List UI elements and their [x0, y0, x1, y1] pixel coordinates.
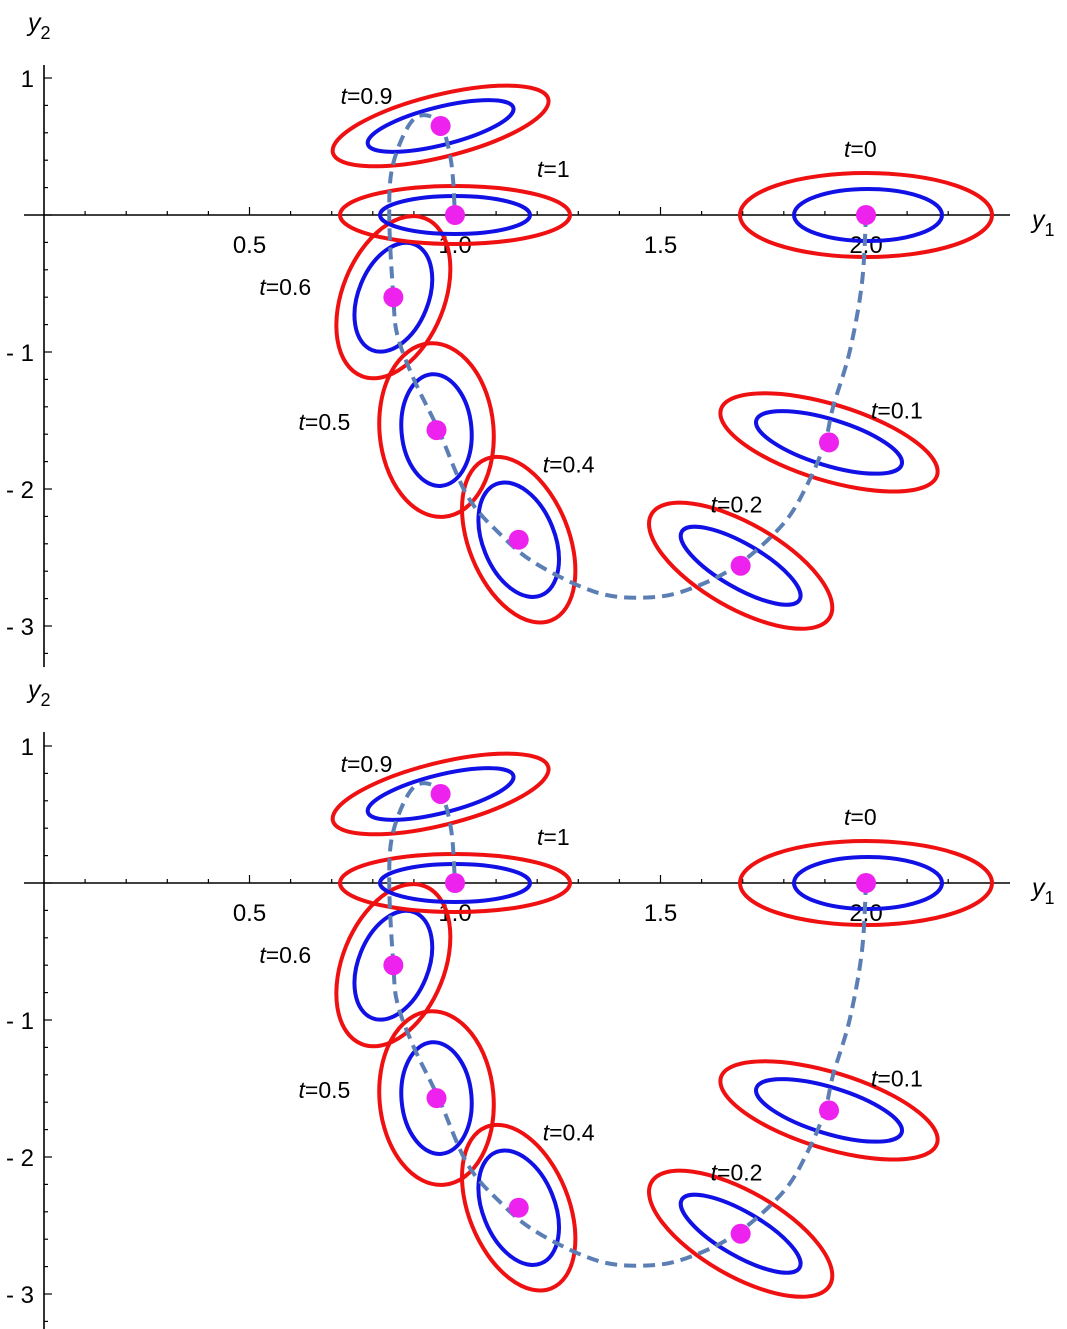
inner-ellipse [399, 372, 474, 488]
point-label: t=0.1 [871, 397, 923, 423]
inner-ellipse [476, 480, 561, 599]
inner-ellipse [792, 187, 944, 243]
y-tick-label: - 2 [6, 477, 34, 504]
y-tick-label: 1 [21, 66, 34, 93]
point-label: t=0.6 [259, 942, 311, 968]
point-label: t=0.1 [871, 1065, 923, 1091]
outer-ellipse [718, 1059, 940, 1162]
y-tick-label: - 1 [6, 340, 34, 367]
inner-ellipse [678, 1192, 803, 1275]
point-label: t=0 [844, 136, 877, 162]
y-axis-label: y2 [26, 676, 51, 710]
data-point [383, 287, 404, 308]
x-axis-label: y1 [1030, 206, 1055, 240]
x-tick-label: 1.5 [644, 232, 677, 259]
inner-ellipse [352, 908, 435, 1022]
point-label: t=0.4 [543, 1120, 595, 1146]
data-point [445, 205, 465, 225]
outer-ellipse [377, 341, 496, 519]
y-axis-label: y2 [26, 9, 51, 43]
inner-ellipse [365, 98, 516, 154]
inner-ellipse [754, 1077, 904, 1144]
outer-ellipse [647, 1168, 835, 1299]
x-tick-label: 0.5 [233, 232, 266, 259]
data-point [730, 555, 751, 576]
point-label: t=0 [844, 804, 877, 830]
data-point [856, 873, 876, 893]
data-point [819, 432, 840, 453]
chart-panel-2: 0.5 1.0 1.5 2.01- 1- 2- 3y1y2t=0t=0.1t=0.2t… [6, 676, 1055, 1329]
data-point [508, 1197, 529, 1218]
point-label: t=0.5 [299, 409, 351, 435]
chart-panel-1: 0.5 1.0 1.5 2.01- 1- 2- 3y1y2t=0t=0.1t=0.2t… [6, 9, 1055, 668]
point-label: t=0.4 [543, 452, 595, 478]
inner-ellipse [792, 855, 944, 911]
point-label: t=0.9 [341, 751, 393, 777]
inner-ellipse [476, 1148, 561, 1267]
point-label: t=0.2 [711, 492, 763, 518]
y-tick-label: - 3 [6, 614, 34, 641]
data-point [508, 529, 529, 550]
outer-ellipse [377, 1009, 496, 1187]
y-tick-label: 1 [21, 734, 34, 761]
inner-ellipse [352, 240, 435, 354]
outer-ellipse [647, 500, 835, 631]
data-point [430, 115, 451, 136]
outer-ellipse [460, 1122, 578, 1293]
point-label: t=1 [537, 824, 570, 850]
data-point [383, 955, 404, 976]
point-label: t=0.2 [711, 1160, 763, 1186]
x-tick-label: 1.5 [644, 900, 677, 927]
point-label: t=0.6 [259, 274, 311, 300]
outer-ellipse [460, 454, 578, 625]
point-label: t=1 [537, 156, 570, 182]
y-tick-label: - 1 [6, 1008, 34, 1035]
data-point [426, 420, 447, 441]
point-label: t=0.5 [299, 1077, 351, 1103]
inner-ellipse [754, 409, 904, 476]
data-point [445, 873, 465, 893]
inner-ellipse [365, 766, 516, 822]
trajectory-line [387, 781, 868, 1268]
y-tick-label: - 3 [6, 1282, 34, 1309]
inner-ellipse [678, 524, 803, 607]
data-point [426, 1088, 447, 1109]
trajectory-line [387, 113, 868, 600]
x-tick-label: 0.5 [233, 900, 266, 927]
data-point [819, 1100, 840, 1121]
data-point [730, 1223, 751, 1244]
outer-ellipse [334, 214, 453, 381]
x-axis-label: y1 [1030, 874, 1055, 908]
outer-ellipse [718, 391, 940, 494]
y-tick-label: - 2 [6, 1145, 34, 1172]
inner-ellipse [399, 1040, 474, 1156]
point-label: t=0.9 [341, 83, 393, 109]
data-point [856, 205, 876, 225]
outer-ellipse [334, 882, 453, 1049]
data-point [430, 783, 451, 804]
